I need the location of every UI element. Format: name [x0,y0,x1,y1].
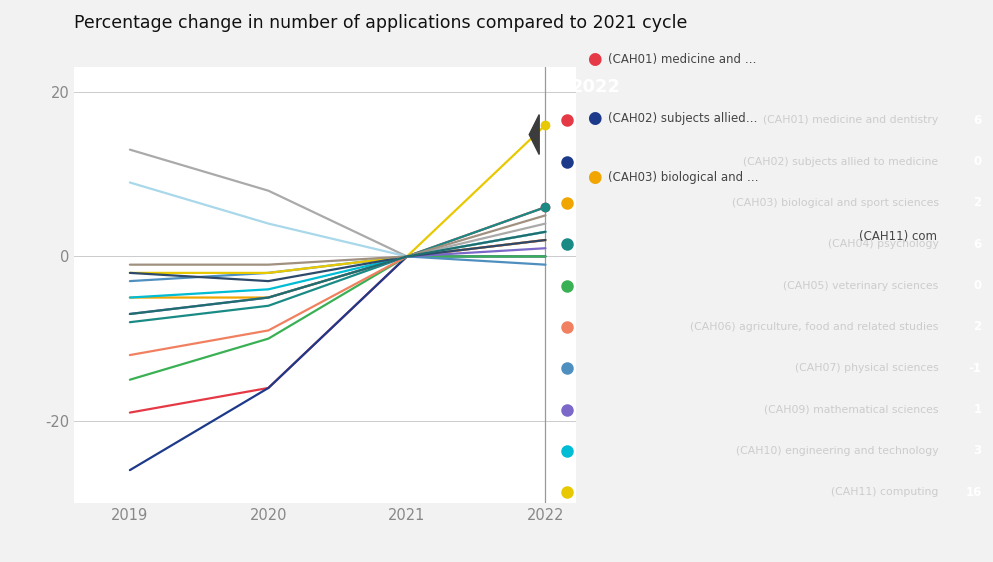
Text: (CAH02) subjects allied to medicine: (CAH02) subjects allied to medicine [744,157,938,166]
Text: 0: 0 [973,155,982,168]
Text: (CAH05) veterinary sciences: (CAH05) veterinary sciences [783,280,938,291]
Text: Percentage change in number of applications compared to 2021 cycle: Percentage change in number of applicati… [74,14,688,32]
Text: (CAH01) medicine and dentistry: (CAH01) medicine and dentistry [764,115,938,125]
Text: 0: 0 [973,279,982,292]
Text: 2: 2 [973,320,982,333]
Text: (CAH01) medicine and …: (CAH01) medicine and … [608,52,757,66]
Text: (CAH06) agriculture, food and related studies: (CAH06) agriculture, food and related st… [690,322,938,332]
Polygon shape [529,115,539,155]
Text: (CAH11) com: (CAH11) com [859,230,937,243]
Text: (CAH03) biological and …: (CAH03) biological and … [608,170,759,184]
Text: 6: 6 [973,238,982,251]
Text: (CAH09) mathematical sciences: (CAH09) mathematical sciences [764,405,938,415]
Text: ●: ● [588,109,602,127]
Text: 2: 2 [973,197,982,210]
Text: (CAH07) physical sciences: (CAH07) physical sciences [794,363,938,373]
Text: 1: 1 [973,403,982,416]
Text: (CAH04) psychology: (CAH04) psychology [828,239,938,250]
Text: -1: -1 [968,362,982,375]
Text: ●: ● [588,168,602,186]
Text: (CAH10) engineering and technology: (CAH10) engineering and technology [736,446,938,456]
Text: 3: 3 [973,445,982,457]
Text: 6: 6 [973,114,982,127]
Text: (CAH11) computing: (CAH11) computing [831,487,938,497]
Text: (CAH03) biological and sport sciences: (CAH03) biological and sport sciences [732,198,938,208]
Text: 16: 16 [965,486,982,498]
Text: ●: ● [588,50,602,68]
Text: (CAH02) subjects allied…: (CAH02) subjects allied… [608,111,758,125]
Text: 2022: 2022 [571,78,621,96]
